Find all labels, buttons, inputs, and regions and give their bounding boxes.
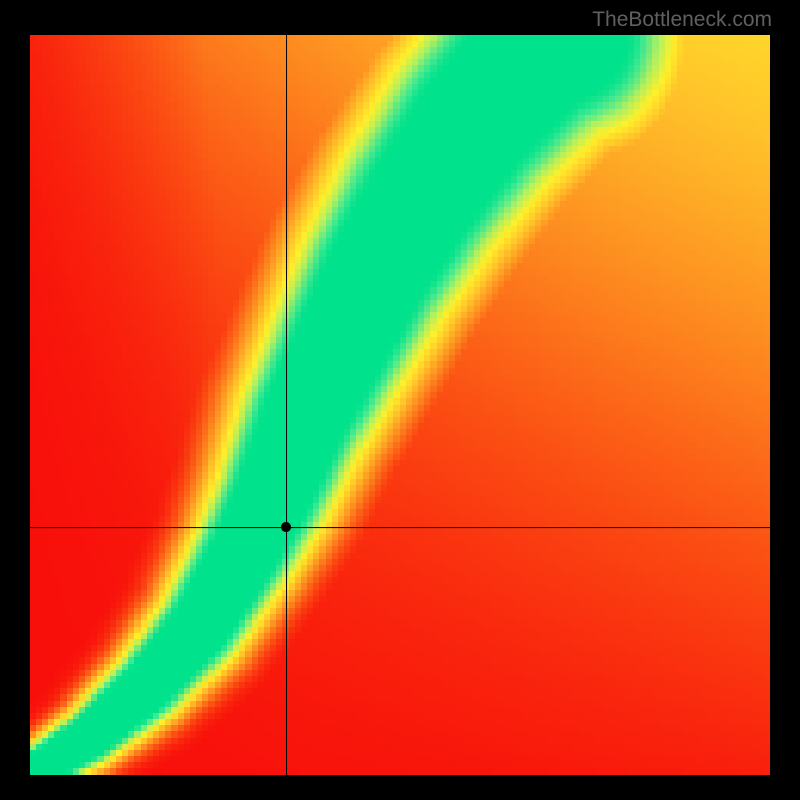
- chart-container: TheBottleneck.com: [0, 0, 800, 800]
- watermark-text: TheBottleneck.com: [592, 8, 772, 32]
- heatmap-canvas: [30, 35, 770, 775]
- heatmap-plot: [30, 35, 770, 775]
